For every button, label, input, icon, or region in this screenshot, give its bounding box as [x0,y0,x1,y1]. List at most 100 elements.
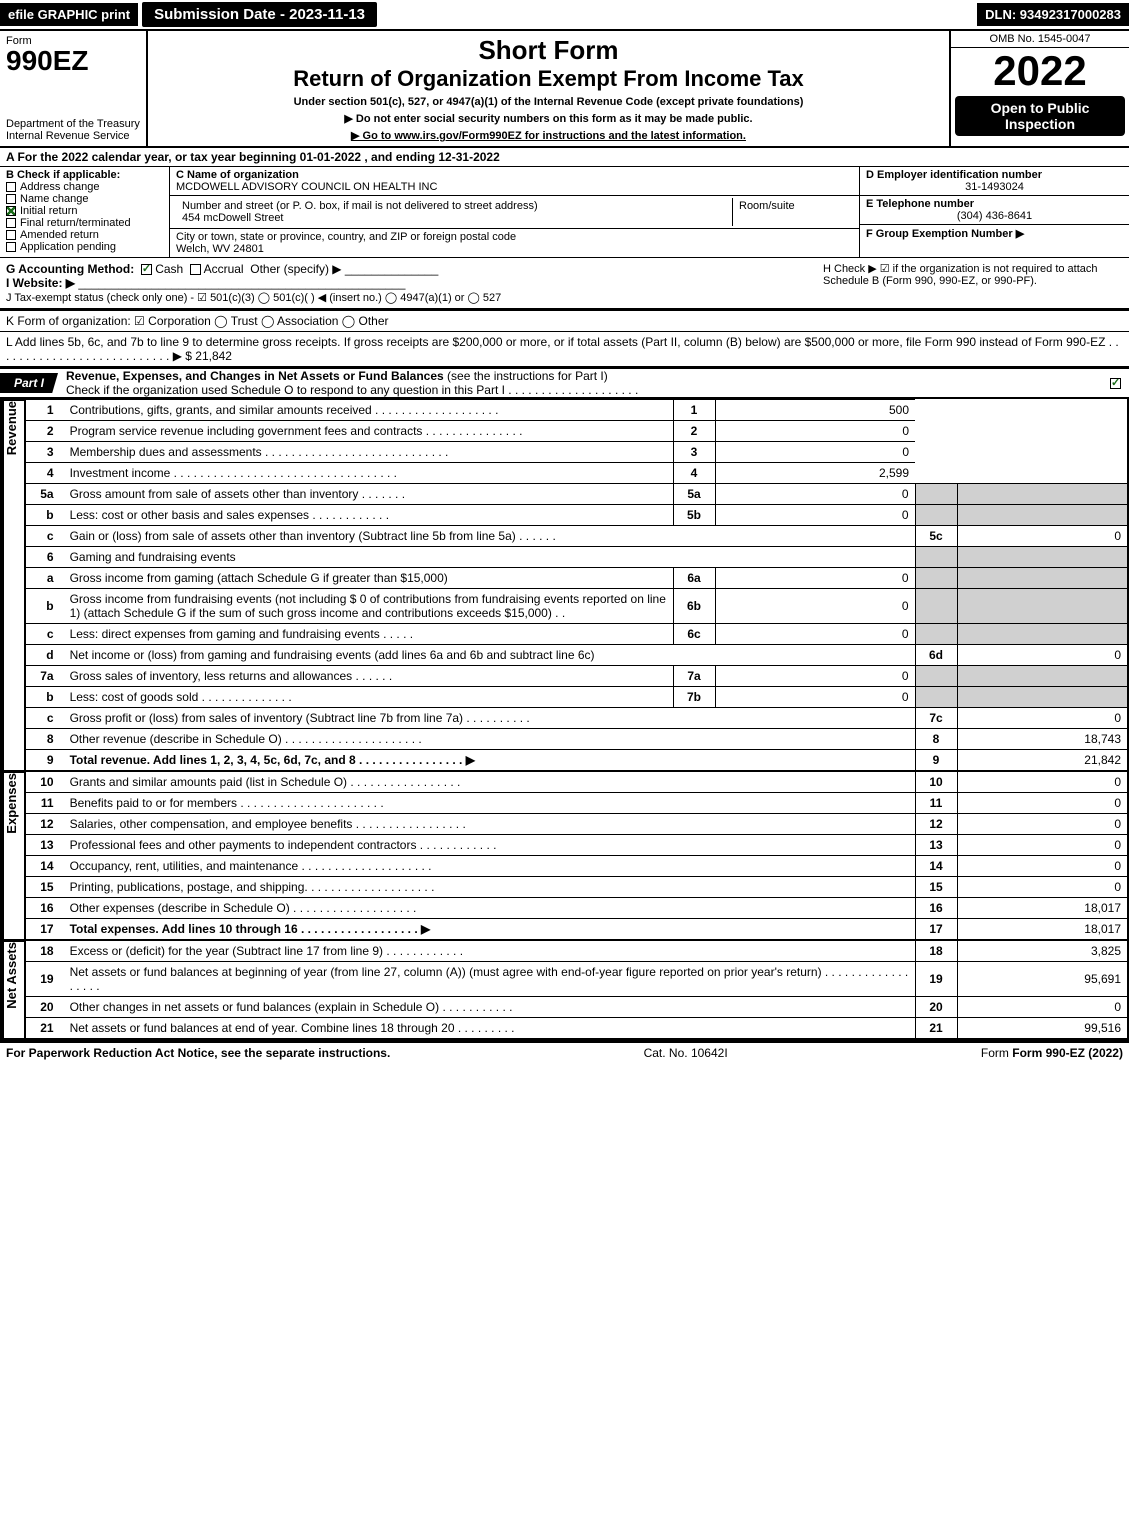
ln: c [26,526,64,547]
checkbox-cash[interactable] [141,264,152,275]
line-k: K Form of organization: ☑ Corporation ◯ … [0,309,1129,332]
desc: Total revenue. Add lines 1, 2, 3, 4, 5c,… [64,750,915,771]
mv: 0 [715,568,915,589]
name-label: C Name of organization [176,169,299,181]
checkbox-final-return[interactable] [6,218,16,228]
shade [915,589,957,624]
note-link[interactable]: ▶ Go to www.irs.gov/Form990EZ for instru… [156,129,941,142]
table-row: 4Investment income . . . . . . . . . . .… [26,463,1127,484]
form-header: Form 990EZ Department of the Treasury In… [0,31,1129,148]
revenue-side-label: Revenue [4,401,19,455]
addr-label: Number and street (or P. O. box, if mail… [182,200,538,212]
desc: Gross profit or (loss) from sales of inv… [64,708,915,729]
checkbox-amended-return[interactable] [6,230,16,240]
opt-amended-return: Amended return [20,229,99,241]
org-city: Welch, WV 24801 [176,243,264,255]
expenses-section: Expenses 10Grants and similar amounts pa… [0,771,1129,940]
line-a: A For the 2022 calendar year, or tax yea… [0,148,1129,167]
checkbox-initial-return[interactable] [6,206,16,216]
table-row: 13Professional fees and other payments t… [26,835,1127,856]
checkbox-accrual[interactable] [190,264,201,275]
ln: 17 [26,919,64,940]
desc: Excess or (deficit) for the year (Subtra… [64,941,915,962]
short-form-title: Short Form [156,35,941,66]
opt-address-change: Address change [20,181,100,193]
table-row: 1Contributions, gifts, grants, and simil… [26,400,1127,421]
box-c: C Name of organization MCDOWELL ADVISORY… [170,167,859,257]
ln: b [26,505,64,526]
table-row: 15Printing, publications, postage, and s… [26,877,1127,898]
part-1-checknote: Check if the organization used Schedule … [66,383,638,397]
rn: 9 [915,750,957,771]
phone-label: E Telephone number [866,198,974,210]
revenue-table: 1Contributions, gifts, grants, and simil… [26,399,1127,771]
year-block: OMB No. 1545-0047 2022 Open to Public In… [949,31,1129,146]
table-row: 19Net assets or fund balances at beginni… [26,962,1127,997]
line-g-h: G Accounting Method: Cash Accrual Other … [0,258,1129,309]
title-block: Short Form Return of Organization Exempt… [148,31,949,146]
mn: 6a [673,568,715,589]
ln: 16 [26,898,64,919]
table-row: 3Membership dues and assessments . . . .… [26,442,1127,463]
mv: 0 [715,484,915,505]
checkbox-address-change[interactable] [6,182,16,192]
checkbox-application-pending[interactable] [6,242,16,252]
shade [957,589,1127,624]
org-addr: 454 mcDowell Street [182,212,284,224]
desc-bold: Total revenue. Add lines 1, 2, 3, 4, 5c,… [70,753,475,767]
box-b: B Check if applicable: Address change Na… [0,167,170,257]
mv: 0 [715,505,915,526]
top-bar: efile GRAPHIC print Submission Date - 20… [0,0,1129,31]
shade [957,666,1127,687]
submission-date-badge: Submission Date - 2023-11-13 [140,0,379,29]
netassets-table: 18Excess or (deficit) for the year (Subt… [26,940,1127,1039]
desc: Printing, publications, postage, and shi… [64,877,915,898]
rv: 0 [957,645,1127,666]
table-row: 12Salaries, other compensation, and empl… [26,814,1127,835]
table-row: 7aGross sales of inventory, less returns… [26,666,1127,687]
ln: 12 [26,814,64,835]
room-suite-label: Room/suite [733,198,853,226]
desc: Less: direct expenses from gaming and fu… [64,624,673,645]
desc: Other changes in net assets or fund bala… [64,997,915,1018]
rv: 0 [957,793,1127,814]
rv: 0 [957,772,1127,793]
efile-print-label[interactable]: efile GRAPHIC print [0,3,138,26]
rn: 20 [915,997,957,1018]
desc: Professional fees and other payments to … [64,835,915,856]
accounting-method-label: G Accounting Method: [6,262,134,276]
rv: 18,017 [957,898,1127,919]
ln: 21 [26,1018,64,1039]
tax-exempt-status: J Tax-exempt status (check only one) - ☑… [6,292,501,304]
ln: 1 [26,400,64,421]
table-row: 10Grants and similar amounts paid (list … [26,772,1127,793]
table-row: 11Benefits paid to or for members . . . … [26,793,1127,814]
rv: 0 [957,856,1127,877]
rn: 18 [915,941,957,962]
ln: 11 [26,793,64,814]
mv: 0 [715,624,915,645]
shade [957,687,1127,708]
ein-label: D Employer identification number [866,169,1042,181]
schedule-o-checkbox[interactable] [1110,378,1121,389]
table-row: bLess: cost of goods sold . . . . . . . … [26,687,1127,708]
opt-accrual: Accrual [204,262,244,276]
rv: 3,825 [957,941,1127,962]
table-row: cLess: direct expenses from gaming and f… [26,624,1127,645]
mv: 0 [715,666,915,687]
rn: 12 [915,814,957,835]
checkbox-name-change[interactable] [6,194,16,204]
mn: 5b [673,505,715,526]
city-label: City or town, state or province, country… [176,231,516,243]
table-row: cGain or (loss) from sale of assets othe… [26,526,1127,547]
rv: 0 [957,708,1127,729]
desc: Contributions, gifts, grants, and simila… [64,400,673,421]
ln: a [26,568,64,589]
ln: b [26,589,64,624]
footer-right: Form Form 990-EZ (2022) [981,1046,1123,1060]
shade [957,624,1127,645]
note-ssn: ▶ Do not enter social security numbers o… [156,112,941,125]
ln: 8 [26,729,64,750]
rn: 6d [915,645,957,666]
efile-text: efile GRAPHIC print [8,7,130,22]
